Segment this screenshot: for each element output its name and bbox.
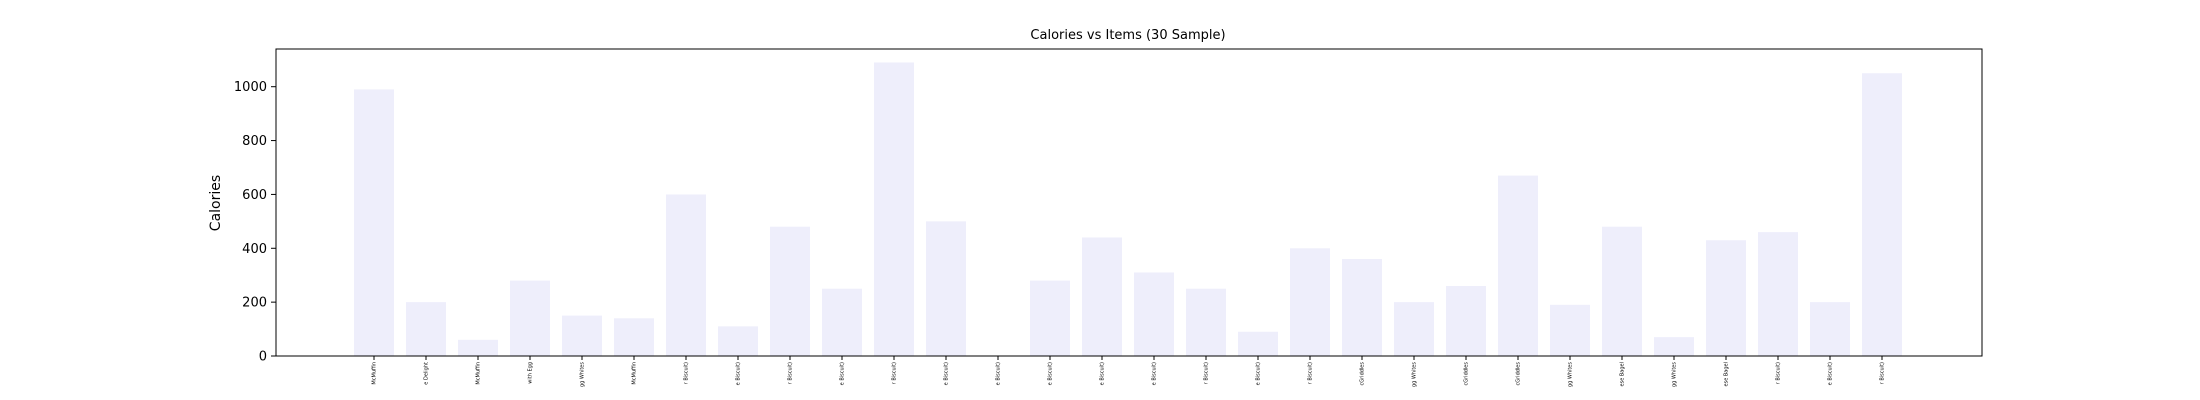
bar bbox=[1706, 240, 1746, 356]
y-axis-ticks: 0 200 400 600 800 1000 bbox=[234, 80, 276, 365]
x-tick-label: cGriddles bbox=[1360, 362, 1366, 386]
x-tick-label: r Biscuit) bbox=[1308, 362, 1314, 384]
y-axis-label: Calories bbox=[208, 175, 224, 231]
bar bbox=[354, 89, 394, 356]
x-tick-label: e Biscuit) bbox=[1100, 362, 1106, 385]
x-axis-ticks: McMuffin e Delight McMuffin with Egg gg Whit… bbox=[372, 356, 1886, 387]
x-tick-label: e Biscuit) bbox=[944, 362, 950, 385]
x-tick-label: e Delight bbox=[424, 362, 430, 385]
bar bbox=[1758, 232, 1798, 356]
bar-series bbox=[354, 62, 1902, 357]
x-tick-label: gg Whites bbox=[580, 362, 586, 387]
x-tick-label: r Biscuit) bbox=[1776, 362, 1782, 384]
bar bbox=[822, 288, 862, 356]
x-tick-label: ese Bagel bbox=[1620, 362, 1626, 386]
bar bbox=[1030, 280, 1070, 356]
x-tick-label: r Biscuit) bbox=[1204, 362, 1210, 384]
bar bbox=[1342, 259, 1382, 356]
bar bbox=[718, 326, 758, 356]
x-tick-label: e Biscuit) bbox=[736, 362, 742, 385]
x-tick-label: gg Whites bbox=[1672, 362, 1678, 387]
x-tick-label: e Biscuit) bbox=[840, 362, 846, 385]
bar bbox=[666, 194, 706, 356]
x-tick-label: gg Whites bbox=[1568, 362, 1574, 387]
x-tick-label: McMuffin bbox=[372, 362, 378, 385]
x-tick-label: r Biscuit) bbox=[788, 362, 794, 384]
x-tick-label: cGriddles bbox=[1464, 362, 1470, 386]
x-tick-label: with Egg bbox=[528, 362, 534, 384]
bar bbox=[1238, 331, 1278, 356]
bar bbox=[1186, 288, 1226, 356]
bar bbox=[1394, 302, 1434, 356]
bar bbox=[1134, 272, 1174, 356]
x-tick-label: McMuffin bbox=[476, 362, 482, 385]
bar bbox=[874, 62, 914, 357]
bar bbox=[1290, 248, 1330, 356]
y-tick-label: 400 bbox=[242, 242, 267, 257]
x-tick-label: e Biscuit) bbox=[1828, 362, 1834, 385]
bar bbox=[614, 318, 654, 356]
bar bbox=[1550, 304, 1590, 356]
bar bbox=[562, 315, 602, 356]
y-tick-label: 200 bbox=[242, 296, 267, 311]
bar bbox=[406, 302, 446, 356]
chart-title: Calories vs Items (30 Sample) bbox=[1030, 28, 1225, 43]
x-tick-label: r Biscuit) bbox=[1880, 362, 1886, 384]
y-tick-label: 800 bbox=[242, 134, 267, 149]
bar bbox=[1810, 302, 1850, 356]
bar bbox=[1602, 226, 1642, 356]
bar bbox=[1082, 237, 1122, 356]
x-tick-label: gg Whites bbox=[1412, 362, 1418, 387]
bar bbox=[1862, 73, 1902, 356]
x-tick-label: r Biscuit) bbox=[684, 362, 690, 384]
x-tick-label: e Biscuit) bbox=[996, 362, 1002, 385]
bar bbox=[458, 339, 498, 356]
x-tick-label: ese Bagel bbox=[1724, 362, 1730, 386]
bar bbox=[1654, 337, 1694, 356]
plot-area-frame bbox=[275, 48, 1983, 357]
y-tick-label: 600 bbox=[242, 188, 267, 203]
y-tick-label: 1000 bbox=[234, 80, 267, 95]
bar bbox=[1446, 285, 1486, 356]
x-tick-label: e Biscuit) bbox=[1048, 362, 1054, 385]
x-tick-label: cGriddles bbox=[1516, 362, 1522, 386]
x-tick-label: e Biscuit) bbox=[1152, 362, 1158, 385]
y-tick-label: 0 bbox=[259, 350, 267, 365]
x-tick-label: e Biscuit) bbox=[1256, 362, 1262, 385]
bar bbox=[770, 226, 810, 356]
bar bbox=[926, 221, 966, 356]
bar bbox=[1498, 175, 1538, 356]
x-tick-label: r Biscuit) bbox=[892, 362, 898, 384]
bar bbox=[510, 280, 550, 356]
x-tick-label: McMuffin bbox=[632, 362, 638, 385]
